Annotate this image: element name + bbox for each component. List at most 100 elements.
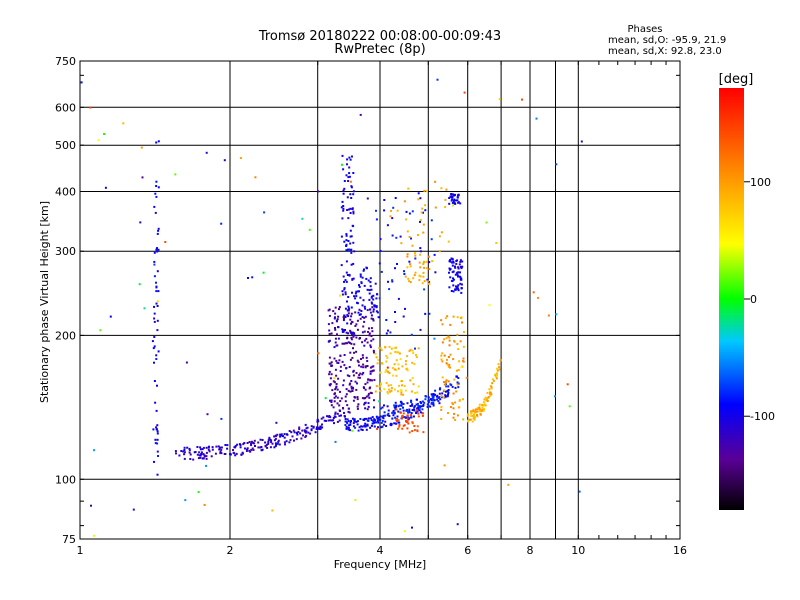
data-point [291, 435, 294, 438]
data-point [356, 396, 359, 399]
data-point [377, 359, 380, 361]
data-point [426, 267, 429, 270]
data-point [367, 394, 370, 397]
data-point [350, 263, 353, 266]
data-point [355, 295, 358, 298]
data-point [375, 415, 378, 418]
data-point [80, 81, 83, 84]
data-point [409, 405, 412, 407]
data-point [353, 295, 356, 298]
data-point [352, 370, 355, 373]
data-point [372, 308, 375, 311]
data-point [183, 449, 186, 451]
data-point [390, 209, 392, 212]
y-tick-label: 300 [55, 245, 76, 258]
data-point [433, 337, 436, 340]
data-point [350, 342, 353, 345]
data-point [371, 306, 374, 309]
data-point [495, 242, 498, 244]
data-point [428, 281, 431, 284]
x-tick-label: 1 [77, 544, 84, 557]
data-point [273, 439, 276, 442]
y-tick-label: 600 [55, 101, 76, 114]
data-point [375, 421, 377, 424]
data-point [452, 416, 455, 419]
data-point [379, 371, 382, 374]
data-point [339, 400, 342, 402]
data-point [521, 98, 523, 101]
data-point [446, 358, 448, 361]
data-point [349, 318, 352, 321]
data-point [459, 202, 462, 205]
data-point [330, 373, 333, 376]
data-point [431, 396, 434, 399]
data-point [203, 455, 206, 458]
data-point [348, 383, 351, 386]
data-point [422, 211, 424, 214]
data-point [401, 384, 404, 387]
data-point [197, 491, 200, 494]
data-point [338, 419, 341, 422]
data-point [334, 316, 336, 319]
data-point [288, 430, 291, 432]
data-point [389, 352, 392, 355]
data-point [347, 180, 350, 182]
data-point [263, 211, 266, 214]
data-point [408, 280, 410, 283]
data-point [348, 411, 351, 414]
data-point [236, 443, 239, 446]
data-point [358, 285, 361, 288]
data-point [328, 362, 331, 365]
data-point [402, 393, 405, 396]
data-point [400, 404, 403, 407]
data-point [280, 433, 283, 436]
data-point [393, 406, 396, 409]
data-point [315, 428, 318, 430]
data-point [358, 313, 361, 316]
data-point [345, 388, 348, 391]
data-point [245, 450, 248, 452]
data-point [347, 305, 350, 308]
data-point [394, 350, 397, 353]
data-point [349, 390, 352, 393]
data-point [488, 304, 491, 307]
data-point [410, 390, 413, 393]
data-point [370, 296, 373, 299]
data-point [418, 274, 421, 277]
data-point [220, 417, 223, 420]
data-point [360, 310, 363, 312]
data-point [369, 417, 372, 420]
data-point [398, 404, 401, 407]
data-point [437, 400, 440, 403]
data-point [449, 276, 452, 279]
data-point [389, 331, 392, 334]
data-point [403, 424, 406, 427]
data-point [440, 408, 443, 411]
data-point [139, 221, 142, 224]
data-point [261, 448, 264, 451]
data-point [452, 290, 455, 293]
data-point [175, 452, 177, 455]
data-point [156, 473, 159, 476]
data-point [307, 431, 310, 434]
data-point [153, 205, 156, 208]
data-point [366, 408, 369, 411]
data-point [370, 317, 373, 320]
data-point [203, 454, 206, 457]
x-tick-labels: 1 2 4 6 8 10 16 [77, 544, 688, 557]
data-point [361, 425, 364, 428]
data-point [459, 271, 461, 274]
data-point [496, 372, 499, 375]
data-point [370, 419, 373, 422]
data-point [460, 365, 463, 368]
data-point [362, 418, 365, 421]
data-point [156, 319, 159, 322]
data-point [402, 424, 405, 427]
data-point [275, 443, 278, 446]
data-point [427, 404, 430, 407]
data-point [373, 351, 375, 354]
data-point [392, 410, 395, 412]
data-point [434, 206, 437, 209]
colorbar-label: [deg] [719, 72, 754, 87]
data-point [349, 429, 351, 432]
